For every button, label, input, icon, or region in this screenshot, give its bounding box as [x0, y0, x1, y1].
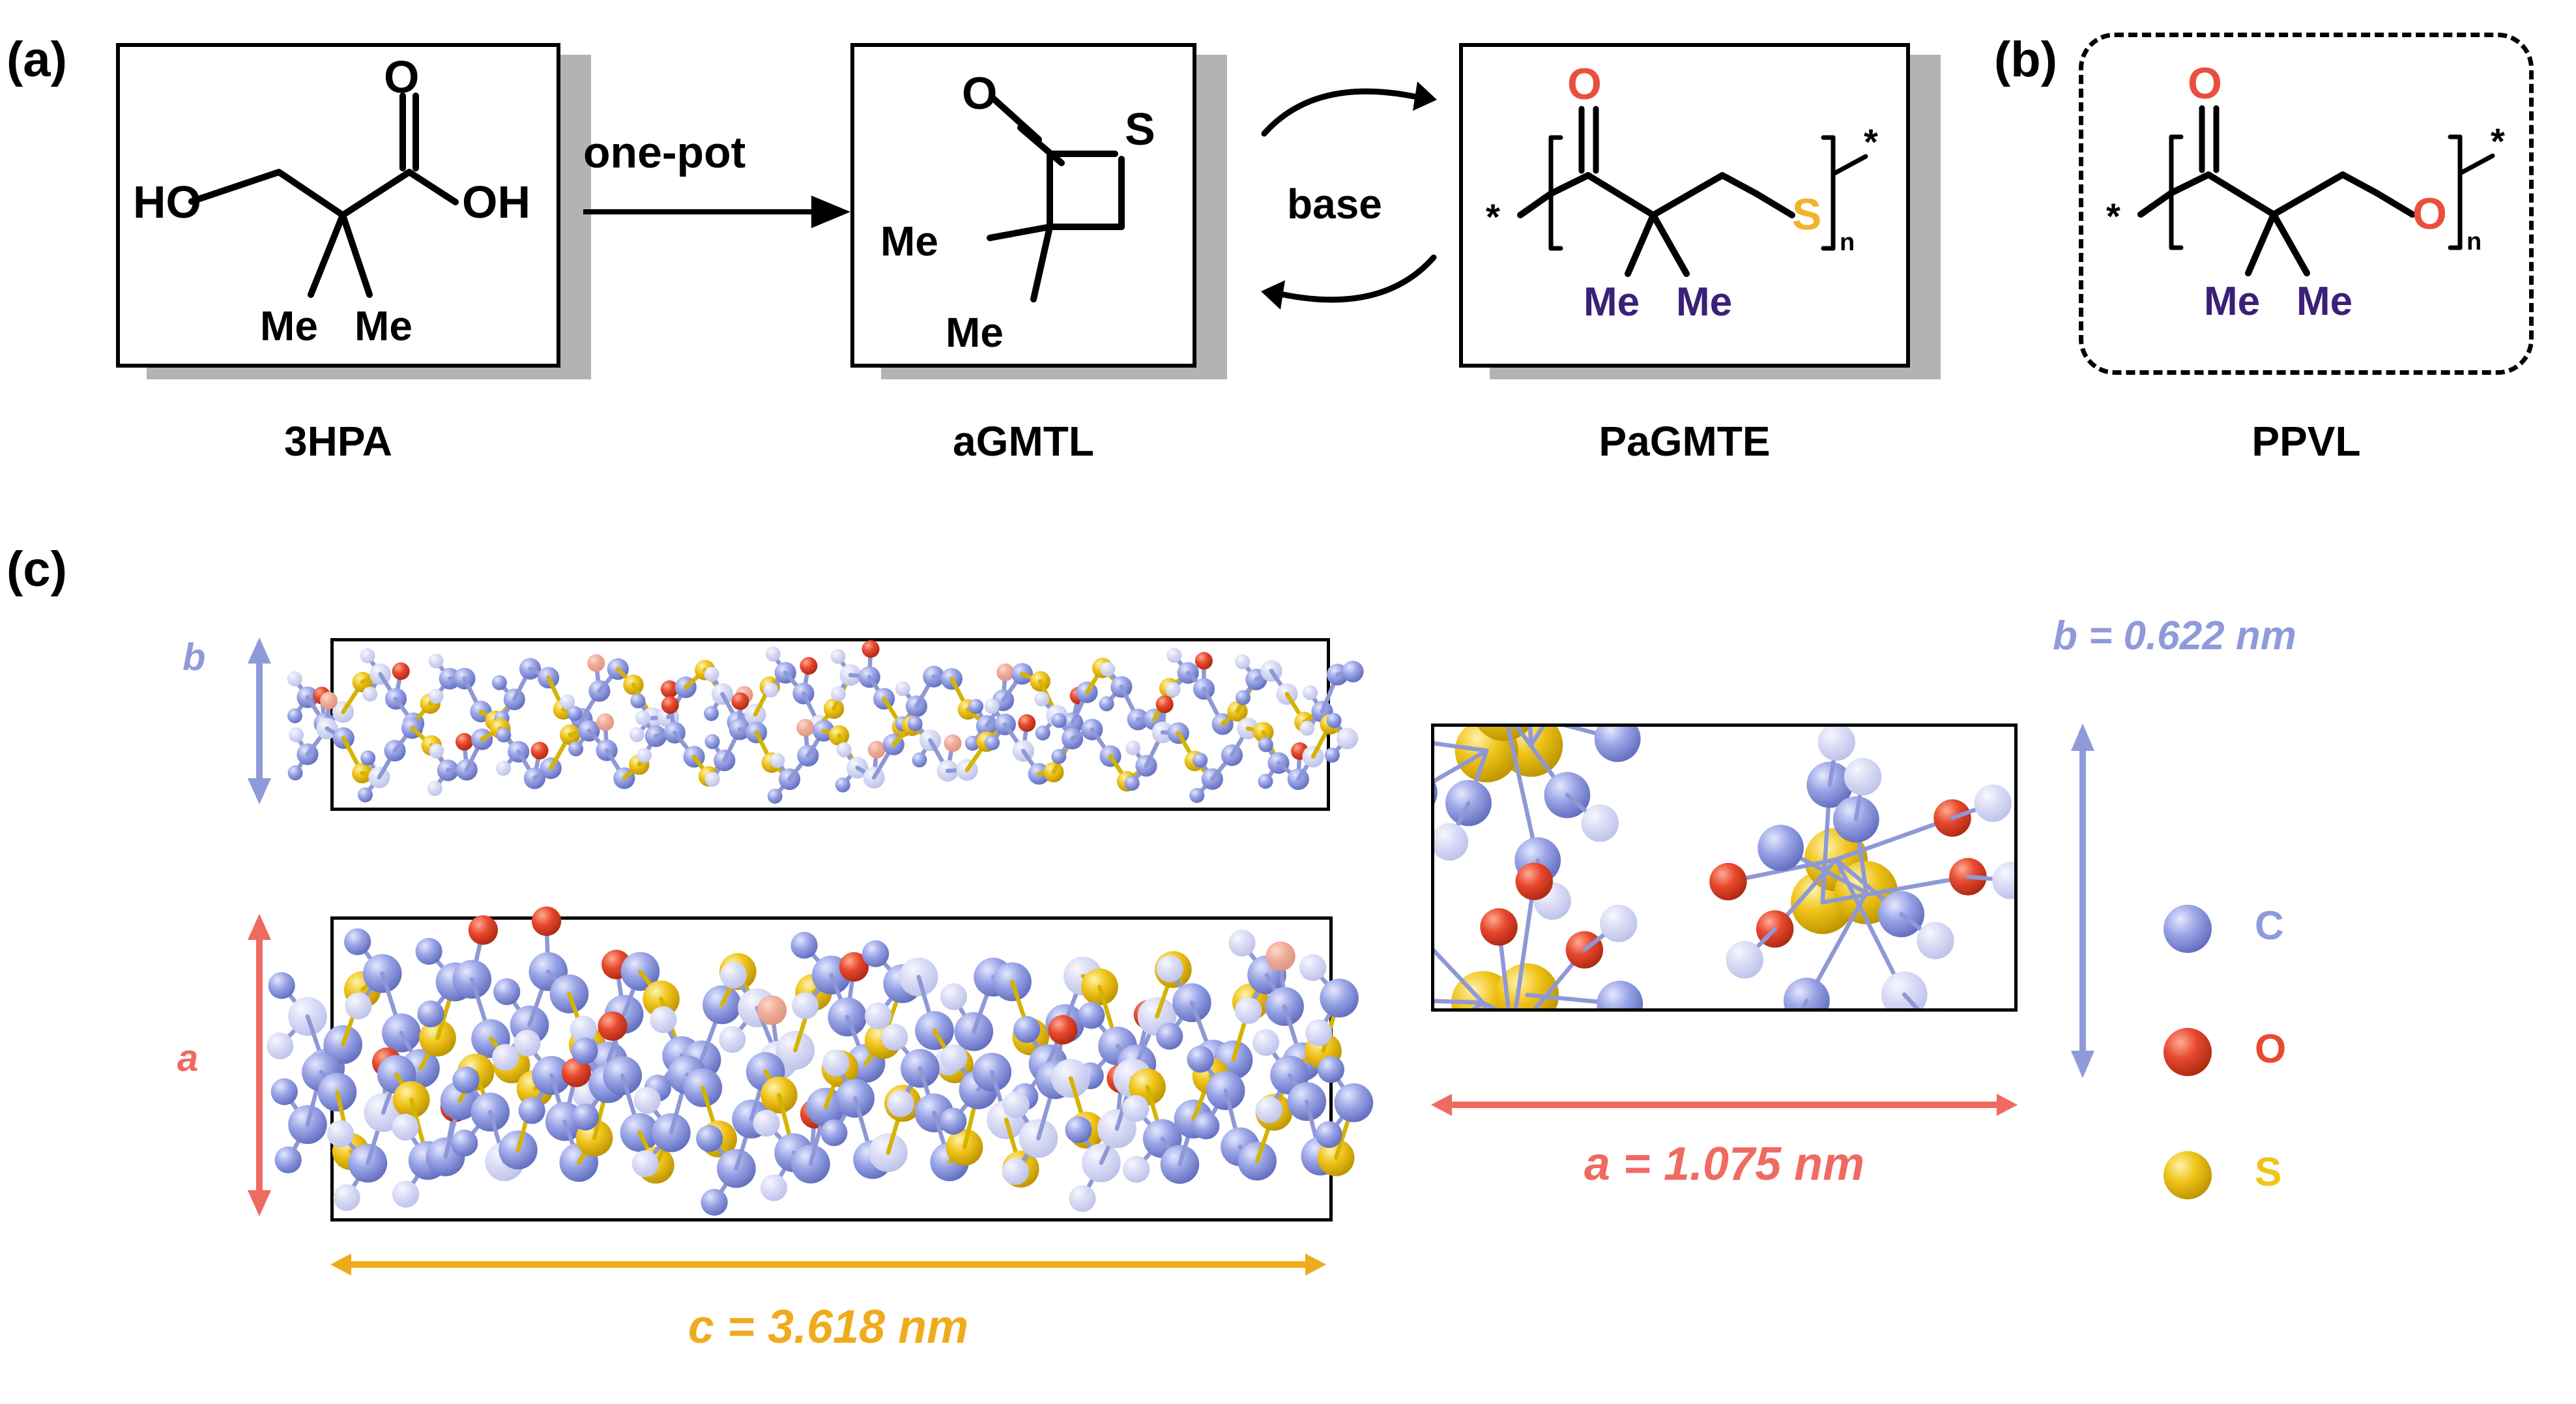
svg-text:n: n	[1840, 229, 1855, 256]
svg-text:base: base	[1287, 181, 1382, 227]
svg-text:*: *	[1864, 121, 1878, 162]
svg-text:Me: Me	[946, 309, 1004, 356]
svg-text:Me: Me	[1584, 280, 1640, 325]
svg-text:*: *	[1486, 196, 1500, 237]
svg-text:Me: Me	[355, 302, 412, 349]
svg-text:O: O	[2412, 189, 2447, 239]
svg-text:Me: Me	[260, 302, 318, 349]
svg-text:*: *	[2106, 196, 2120, 237]
svg-text:n: n	[2467, 228, 2482, 256]
svg-text:O: O	[384, 51, 419, 102]
svg-text:HO: HO	[133, 177, 201, 227]
svg-text:O: O	[962, 68, 997, 119]
svg-text:Me: Me	[2296, 279, 2352, 324]
svg-text:O: O	[2188, 59, 2222, 108]
svg-text:*: *	[2491, 121, 2505, 162]
svg-text:O: O	[1567, 59, 1602, 109]
svg-text:Me: Me	[880, 218, 938, 265]
svg-text:S: S	[1792, 190, 1821, 239]
svg-text:S: S	[1125, 104, 1155, 154]
svg-text:Me: Me	[1676, 280, 1732, 325]
svg-text:Me: Me	[2204, 279, 2260, 324]
svg-text:OH: OH	[462, 177, 530, 227]
